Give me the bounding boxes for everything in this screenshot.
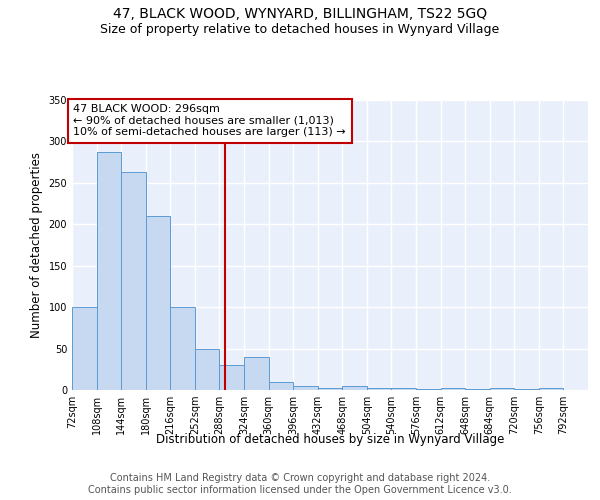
Text: 47 BLACK WOOD: 296sqm
← 90% of detached houses are smaller (1,013)
10% of semi-d: 47 BLACK WOOD: 296sqm ← 90% of detached …	[73, 104, 346, 138]
Bar	[514, 389, 539, 390]
Bar	[318, 388, 342, 390]
Bar	[342, 386, 367, 390]
Bar	[195, 348, 220, 390]
Bar	[269, 382, 293, 390]
Bar	[539, 388, 563, 390]
Y-axis label: Number of detached properties: Number of detached properties	[30, 152, 43, 338]
Bar	[146, 216, 170, 390]
Bar	[391, 388, 416, 390]
Text: Size of property relative to detached houses in Wynyard Village: Size of property relative to detached ho…	[100, 22, 500, 36]
Bar	[490, 388, 514, 390]
Bar	[170, 307, 195, 390]
Text: 47, BLACK WOOD, WYNYARD, BILLINGHAM, TS22 5GQ: 47, BLACK WOOD, WYNYARD, BILLINGHAM, TS2…	[113, 8, 487, 22]
Bar	[220, 365, 244, 390]
Text: Contains HM Land Registry data © Crown copyright and database right 2024.
Contai: Contains HM Land Registry data © Crown c…	[88, 474, 512, 495]
Bar	[97, 152, 121, 390]
Bar	[440, 388, 465, 390]
Bar	[72, 307, 97, 390]
Bar	[121, 172, 146, 390]
Bar	[416, 389, 440, 390]
Bar	[465, 389, 490, 390]
Bar	[367, 388, 391, 390]
Bar	[293, 386, 318, 390]
Text: Distribution of detached houses by size in Wynyard Village: Distribution of detached houses by size …	[156, 432, 504, 446]
Bar	[244, 357, 269, 390]
